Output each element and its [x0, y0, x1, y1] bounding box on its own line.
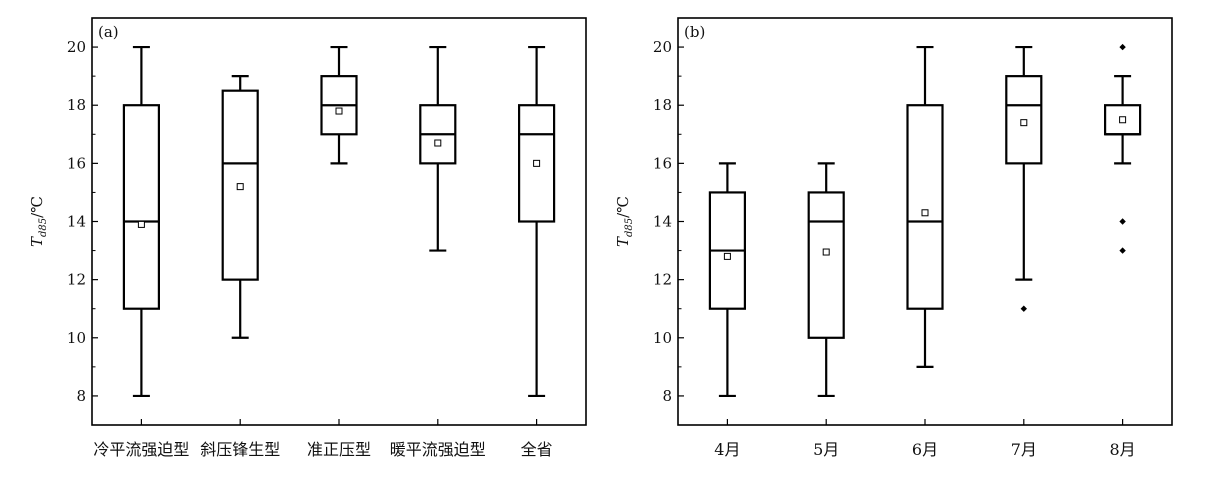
x-category-label: 8月	[1110, 440, 1136, 459]
panel-label: (a)	[98, 23, 119, 41]
panel-label: (b)	[684, 23, 705, 41]
box-3	[906, 45, 944, 368]
y-axis-label: Td85/℃	[28, 196, 49, 247]
x-category-label: 4月	[714, 440, 740, 459]
outlier-marker	[1020, 305, 1027, 312]
mean-marker	[335, 107, 343, 115]
y-axis-label-unit: /℃	[28, 196, 46, 218]
mean-marker	[723, 252, 731, 260]
chart-panel-a: (a) 8 10 12 14 16 18 20 Td85/℃ 冷平流强迫型 斜压锋生型 准正压型 暖平流…	[28, 17, 587, 459]
y-axis-label-main: T	[28, 236, 46, 247]
y-tick-label: 8	[662, 387, 672, 405]
box-2	[221, 75, 259, 339]
outlier-marker	[1119, 218, 1126, 225]
y-axis-label: Td85/℃	[614, 196, 635, 247]
y-tick-label: 16	[67, 154, 86, 172]
box-4	[1005, 45, 1043, 312]
mean-marker	[434, 139, 442, 147]
x-category-label: 6月	[912, 440, 938, 459]
chart-panel-b: (b) 8 10 12 14 16 18 20 Td85/℃ 4月 5月 6月 7月 8月	[614, 17, 1173, 459]
x-category-label: 暖平流强迫型	[390, 440, 486, 459]
y-tick-label: 14	[653, 213, 672, 231]
y-tick-label: 18	[67, 96, 86, 114]
mean-marker	[137, 220, 145, 228]
y-tick-label: 8	[76, 387, 86, 405]
box-3	[320, 45, 358, 165]
mean-marker	[1119, 116, 1127, 124]
y-tick-label: 10	[67, 329, 86, 347]
interquartile-box	[807, 191, 845, 339]
box-4	[419, 45, 457, 252]
x-category-label: 冷平流强迫型	[93, 440, 189, 459]
x-category-label: 全省	[521, 440, 553, 459]
mean-marker	[1020, 119, 1028, 127]
box-5	[1103, 43, 1142, 254]
y-tick-label: 20	[67, 38, 86, 56]
box-5	[517, 45, 556, 398]
y-tick-label: 16	[653, 154, 672, 172]
y-axis-label-main: T	[614, 236, 632, 247]
interquartile-box	[122, 104, 161, 310]
outlier-marker	[1119, 43, 1126, 51]
y-tick-label: 18	[653, 96, 672, 114]
mean-marker	[921, 209, 929, 217]
y-tick-label: 12	[653, 271, 672, 289]
box-1	[708, 162, 747, 398]
mean-marker	[533, 159, 541, 167]
y-tick-label: 14	[67, 213, 86, 231]
y-tick-label: 20	[653, 38, 672, 56]
x-category-label: 7月	[1011, 440, 1037, 459]
x-category-label: 5月	[813, 440, 839, 459]
y-axis-label-subscript: d85	[624, 218, 635, 237]
box-2	[807, 162, 845, 398]
mean-marker	[822, 248, 830, 256]
y-axis-label-unit: /℃	[614, 196, 632, 218]
y-axis-label-subscript: d85	[38, 218, 49, 237]
interquartile-box	[906, 104, 944, 310]
box-1	[122, 45, 161, 398]
x-category-label: 准正压型	[307, 440, 371, 459]
x-category-label: 斜压锋生型	[200, 440, 280, 459]
y-tick-label: 12	[67, 271, 86, 289]
mean-marker	[236, 183, 244, 191]
y-tick-label: 10	[653, 329, 672, 347]
outlier-marker	[1119, 247, 1126, 254]
